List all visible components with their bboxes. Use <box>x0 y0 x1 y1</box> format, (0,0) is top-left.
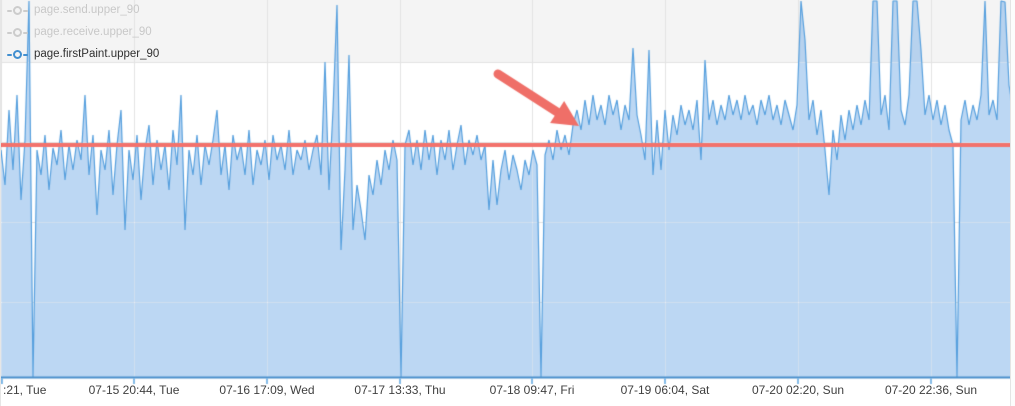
x-axis-labels: :21, Tue 07-15 20:44, Tue 07-16 17:09, W… <box>1 383 1015 403</box>
legend-item-page-send[interactable]: page.send.upper_90 <box>7 3 159 18</box>
series-marker-icon <box>7 50 28 59</box>
chart-legend: page.send.upper_90 page.receive.upper_90… <box>7 3 159 62</box>
legend-label: page.send.upper_90 <box>34 4 140 16</box>
legend-item-page-receive[interactable]: page.receive.upper_90 <box>7 25 159 40</box>
x-axis-tick-label: 07-20 02:20, Sun <box>751 383 845 397</box>
legend-label: page.firstPaint.upper_90 <box>34 48 160 60</box>
panel-right-edge <box>1010 0 1015 406</box>
x-axis-tick-label: 07-20 22:36, Sun <box>884 383 978 397</box>
x-axis-tick-label: :21, Tue <box>3 383 47 397</box>
x-axis-tick-label: 07-16 17:09, Wed <box>219 383 315 397</box>
legend-item-page-firstpaint[interactable]: page.firstPaint.upper_90 <box>7 47 159 62</box>
series-marker-icon <box>7 28 28 37</box>
series-marker-icon <box>7 6 28 15</box>
x-axis-tick-label: 07-18 09:47, Fri <box>489 383 575 397</box>
x-axis-tick-label: 07-15 20:44, Tue <box>88 383 180 397</box>
x-axis-tick-label: 07-17 13:33, Thu <box>354 383 446 397</box>
legend-label: page.receive.upper_90 <box>34 26 152 38</box>
x-axis-tick-label: 07-19 06:04, Sat <box>620 383 710 397</box>
